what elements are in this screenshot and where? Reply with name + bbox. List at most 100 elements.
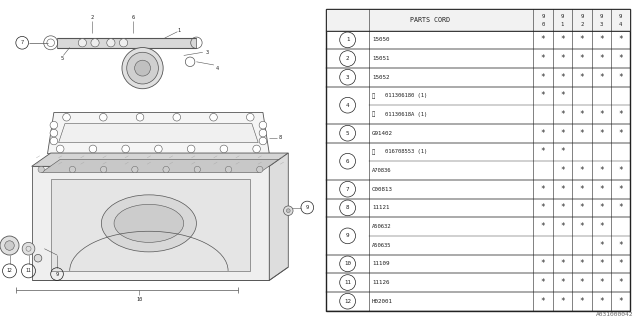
Text: Ⓑ: Ⓑ xyxy=(372,149,375,155)
Circle shape xyxy=(134,60,150,76)
Text: *: * xyxy=(560,148,564,156)
Circle shape xyxy=(122,145,129,153)
Polygon shape xyxy=(51,179,250,271)
Text: 016708553 (1): 016708553 (1) xyxy=(385,149,427,154)
Text: *: * xyxy=(599,166,604,175)
Text: *: * xyxy=(599,260,604,268)
Circle shape xyxy=(100,166,107,173)
Ellipse shape xyxy=(101,195,196,252)
Text: *: * xyxy=(560,185,564,194)
Circle shape xyxy=(259,137,267,145)
Circle shape xyxy=(225,166,232,173)
Text: *: * xyxy=(560,73,564,82)
Circle shape xyxy=(99,113,107,121)
Text: *: * xyxy=(618,166,623,175)
Circle shape xyxy=(259,121,267,129)
Polygon shape xyxy=(59,124,258,143)
Circle shape xyxy=(78,39,86,47)
Text: *: * xyxy=(541,148,545,156)
Circle shape xyxy=(91,39,99,47)
Circle shape xyxy=(122,48,163,89)
Text: Ⓑ: Ⓑ xyxy=(372,93,375,99)
Text: *: * xyxy=(541,297,545,306)
Text: 1: 1 xyxy=(346,37,349,42)
Text: *: * xyxy=(579,166,584,175)
Text: *: * xyxy=(579,110,584,119)
Text: *: * xyxy=(618,185,623,194)
Circle shape xyxy=(173,113,180,121)
Text: *: * xyxy=(560,260,564,268)
Circle shape xyxy=(69,166,76,173)
Circle shape xyxy=(50,129,58,137)
Circle shape xyxy=(253,145,260,153)
Text: *: * xyxy=(618,129,623,138)
Text: *: * xyxy=(618,297,623,306)
Polygon shape xyxy=(32,166,269,280)
Text: *: * xyxy=(560,204,564,212)
Text: Ⓑ: Ⓑ xyxy=(372,112,375,117)
Text: *: * xyxy=(541,278,545,287)
Text: 4: 4 xyxy=(216,66,218,71)
Circle shape xyxy=(246,113,254,121)
Text: *: * xyxy=(618,241,623,250)
Text: 011306180 (1): 011306180 (1) xyxy=(385,93,427,98)
Circle shape xyxy=(107,39,115,47)
Text: 9: 9 xyxy=(56,272,59,276)
Text: *: * xyxy=(599,278,604,287)
Text: *: * xyxy=(579,204,584,212)
Circle shape xyxy=(194,166,200,173)
Text: *: * xyxy=(579,260,584,268)
Text: *: * xyxy=(599,185,604,194)
Text: *: * xyxy=(560,297,564,306)
Circle shape xyxy=(34,254,42,262)
Text: *: * xyxy=(579,278,584,287)
Text: 2: 2 xyxy=(346,56,349,61)
Circle shape xyxy=(89,145,97,153)
Text: *: * xyxy=(599,110,604,119)
Text: 11: 11 xyxy=(26,268,31,273)
Circle shape xyxy=(50,137,58,145)
Text: 11121: 11121 xyxy=(372,205,390,210)
Circle shape xyxy=(120,39,127,47)
Text: *: * xyxy=(618,54,623,63)
Text: 9: 9 xyxy=(580,14,584,19)
Text: 1: 1 xyxy=(177,28,180,33)
Circle shape xyxy=(50,121,58,129)
Text: 8: 8 xyxy=(346,205,349,210)
Text: 7: 7 xyxy=(20,40,24,45)
Circle shape xyxy=(210,113,218,121)
Circle shape xyxy=(163,166,169,173)
Text: *: * xyxy=(599,129,604,138)
Text: A50632: A50632 xyxy=(372,224,392,229)
Text: 5: 5 xyxy=(60,56,63,61)
Text: 2: 2 xyxy=(90,15,93,20)
Text: *: * xyxy=(599,222,604,231)
Text: 3: 3 xyxy=(206,50,209,55)
Text: *: * xyxy=(541,36,545,44)
Text: 12: 12 xyxy=(344,299,351,304)
Circle shape xyxy=(259,129,267,137)
Text: *: * xyxy=(560,110,564,119)
Text: 11126: 11126 xyxy=(372,280,390,285)
Text: 3: 3 xyxy=(600,22,603,27)
Circle shape xyxy=(136,113,144,121)
Text: 4: 4 xyxy=(346,103,349,108)
Text: 1: 1 xyxy=(561,22,564,27)
Text: *: * xyxy=(541,73,545,82)
Text: *: * xyxy=(541,185,545,194)
Text: 11: 11 xyxy=(344,280,351,285)
Circle shape xyxy=(257,166,263,173)
Text: *: * xyxy=(579,185,584,194)
Text: *: * xyxy=(541,54,545,63)
Text: 9: 9 xyxy=(561,14,564,19)
Text: G91402: G91402 xyxy=(372,131,393,136)
Text: *: * xyxy=(599,297,604,306)
Text: *: * xyxy=(579,222,584,231)
Polygon shape xyxy=(41,159,279,173)
Text: 5: 5 xyxy=(346,131,349,136)
Text: *: * xyxy=(541,92,545,100)
Circle shape xyxy=(4,241,14,250)
Text: 10: 10 xyxy=(344,261,351,266)
Ellipse shape xyxy=(114,204,184,242)
Polygon shape xyxy=(47,113,269,154)
